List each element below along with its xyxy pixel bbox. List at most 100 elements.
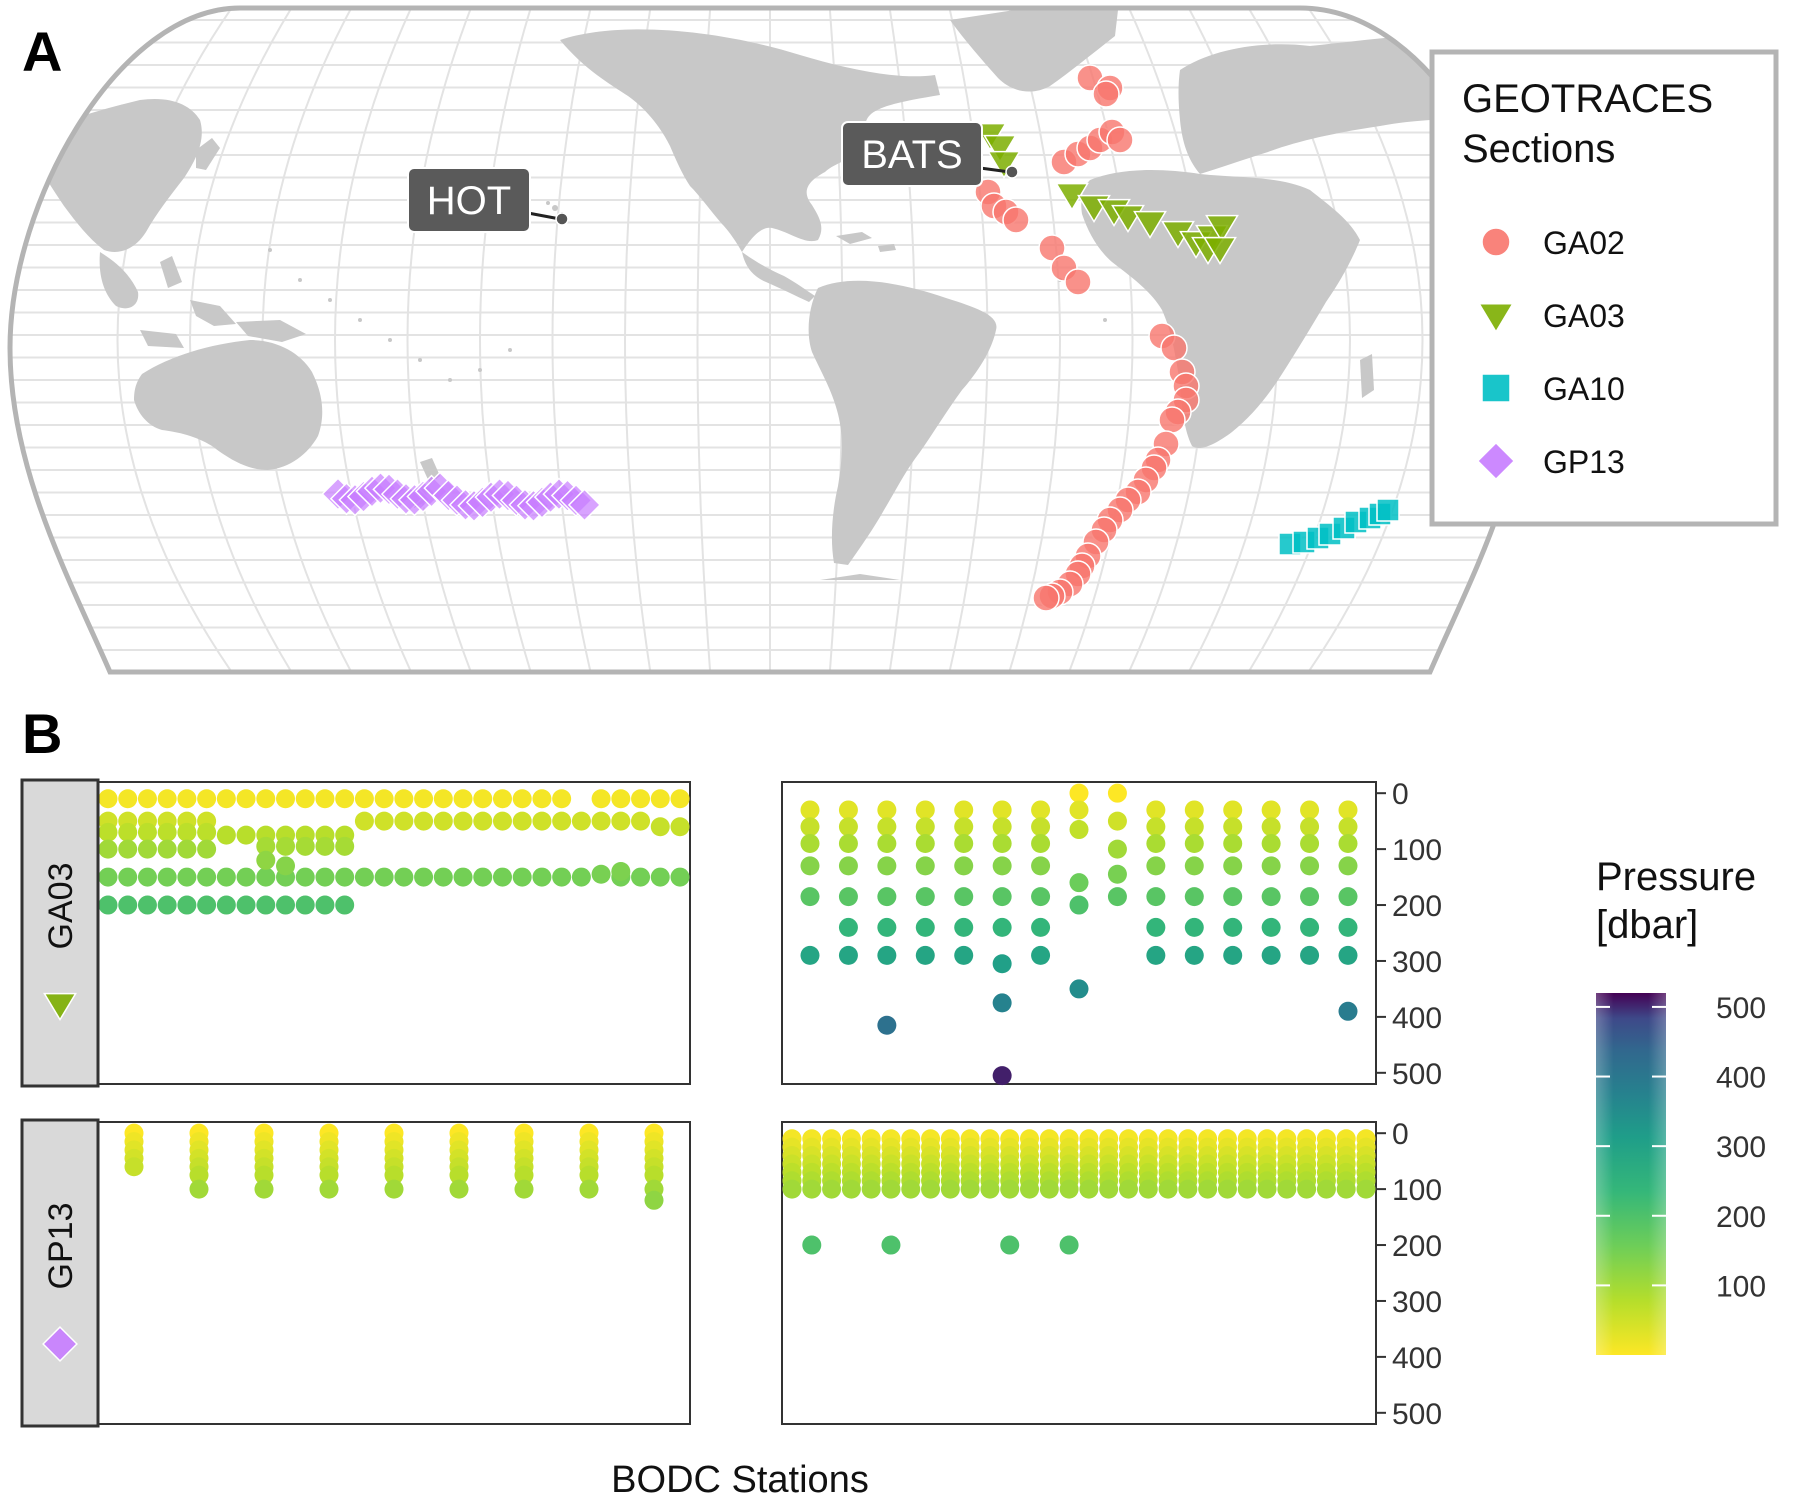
land-antarctica-peninsula — [820, 574, 900, 580]
hot-label: HOT — [427, 179, 511, 223]
sample-point — [838, 856, 858, 876]
sample-point — [374, 867, 394, 887]
sample-point — [335, 836, 355, 856]
sample-point — [453, 867, 473, 887]
facet-plot-area — [781, 1121, 1377, 1425]
sample-point — [1261, 856, 1281, 876]
sample-point — [177, 839, 197, 859]
facet-strip — [20, 1118, 100, 1428]
land-caribbean — [836, 232, 896, 252]
sample-point — [992, 887, 1012, 907]
ga03-map-station — [1205, 214, 1239, 244]
sample-point — [591, 811, 611, 831]
ga10-legend-key — [1481, 373, 1511, 403]
y-tick-label: 500 — [1392, 1398, 1442, 1431]
sample-point — [98, 839, 118, 859]
y-tick-label: 400 — [1392, 1342, 1442, 1375]
ga03-legend-key — [1477, 303, 1515, 334]
sample-point — [552, 811, 572, 831]
ga02-legend-key — [1481, 227, 1511, 257]
sample-point — [1059, 1235, 1079, 1255]
sample-point — [1031, 945, 1051, 965]
sample-point — [254, 1179, 274, 1199]
sample-point — [877, 917, 897, 937]
sample-point — [189, 1165, 209, 1185]
sample-point — [1099, 1179, 1119, 1199]
sample-point — [1198, 1179, 1218, 1199]
ga02-map-station — [1064, 268, 1092, 296]
sample-point — [1031, 917, 1051, 937]
sample-point — [1146, 817, 1166, 837]
ga02-map-station — [1002, 206, 1030, 234]
colorbar-tick-label: 200 — [1716, 1201, 1766, 1234]
sample-point — [354, 867, 374, 887]
sample-point — [1300, 817, 1320, 837]
graticule-meridian — [116, 8, 239, 672]
y-axis: 0 100 200 300 400 500 — [1376, 778, 1442, 1091]
sample-point — [98, 822, 118, 842]
sample-point — [1338, 856, 1358, 876]
sample-point — [315, 895, 335, 915]
ga02-map-station — [1092, 80, 1120, 108]
sample-point — [197, 789, 217, 809]
colorbar-tick-label: 300 — [1716, 1131, 1766, 1164]
sample-point — [631, 811, 651, 831]
sample-point — [1336, 1179, 1356, 1199]
sample-point — [591, 864, 611, 884]
sample-point — [1223, 887, 1243, 907]
sample-point — [236, 789, 256, 809]
sample-point — [571, 811, 591, 831]
sample-point — [433, 789, 453, 809]
sample-point — [631, 789, 651, 809]
sample-point — [1300, 800, 1320, 820]
sample-point — [877, 887, 897, 907]
sample-point — [449, 1179, 469, 1199]
sample-point — [1261, 945, 1281, 965]
sample-point — [216, 825, 236, 845]
land-new-guinea — [236, 320, 306, 342]
ga03-map-station — [987, 150, 1021, 180]
sample-point — [1338, 917, 1358, 937]
colorbar-ticks: 100 200 300 400 500 — [1596, 992, 1766, 1303]
sample-point — [1338, 887, 1358, 907]
legend-items: GA02 GA03 GA10 GP13 — [1476, 225, 1625, 481]
sample-point — [414, 811, 434, 831]
sample-point — [1356, 1179, 1376, 1199]
sample-point — [802, 1235, 822, 1255]
sample-point — [881, 1235, 901, 1255]
sample-point — [1146, 834, 1166, 854]
sample-point — [877, 817, 897, 837]
sample-point — [1158, 1179, 1178, 1199]
sample-point — [137, 895, 157, 915]
sample-point — [98, 789, 118, 809]
sample-point — [644, 1165, 664, 1185]
land-north-america — [560, 29, 940, 252]
sample-point — [177, 789, 197, 809]
colorbar-tick-label: 500 — [1716, 992, 1766, 1025]
sample-point — [433, 867, 453, 887]
ga03-map-station — [1133, 210, 1167, 240]
sample-point — [915, 917, 935, 937]
sample-point — [98, 895, 118, 915]
sample-point — [1338, 817, 1358, 837]
sample-point — [915, 800, 935, 820]
sample-point — [295, 836, 315, 856]
sample-point — [276, 895, 296, 915]
sample-point — [236, 867, 256, 887]
sample-point — [881, 1179, 901, 1199]
sample-point — [800, 887, 820, 907]
sample-point — [841, 1179, 861, 1199]
sample-point — [611, 789, 631, 809]
ga03-map-station — [1203, 236, 1237, 266]
sample-point — [1107, 811, 1127, 831]
bats-label: BATS — [861, 133, 963, 177]
map-legend: GEOTRACES Sections GA02 GA03 GA10 GP13 — [1429, 49, 1779, 527]
legend-title-line2: Sections — [1462, 127, 1615, 171]
sample-point — [236, 825, 256, 845]
sample-point — [1000, 1179, 1020, 1199]
sample-point — [319, 1165, 339, 1185]
sample-point — [992, 834, 1012, 854]
sample-point — [315, 867, 335, 887]
sample-point — [1184, 856, 1204, 876]
